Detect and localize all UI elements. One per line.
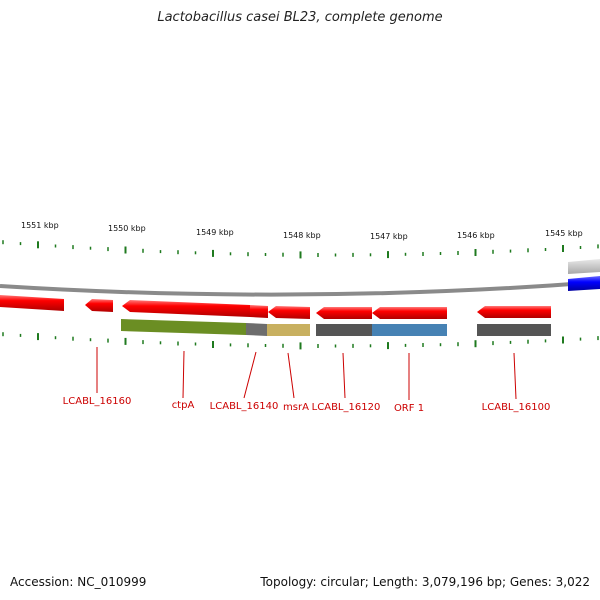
scale-label-1548: 1548 kbp [283,231,321,240]
scale-label-1551: 1551 kbp [21,221,59,230]
map-title: Lactobacillus casei BL23, complete genom… [157,10,443,25]
scale-label-1549: 1549 kbp [196,228,234,237]
leader-ctpA [182,350,185,399]
steel-feature [372,324,447,336]
gene-arrow-msrA [268,306,310,319]
leader-lcabl-16120 [342,352,346,399]
olive-feature [121,319,246,335]
gene-label-lcabl-16160: LCABL_16160 [63,396,132,407]
scale-label-1546: 1546 kbp [457,231,495,240]
gene-arrow-lcabl-16120 [316,307,372,319]
genome-backbone [0,280,600,297]
gene-label-lcabl-16140: LCABL_16140 [210,401,279,412]
blue-feature-right [568,276,600,291]
topology-text: Topology: circular; Length: 3,079,196 bp… [260,575,590,589]
gene-arrow [0,295,64,311]
gene-label-ctpA: ctpA [172,400,195,411]
gene-label-lcabl-16100: LCABL_16100 [482,402,551,413]
gene-arrow-orf1 [372,307,447,319]
scale-label-1547: 1547 kbp [370,232,408,241]
gene-arrow-lcabl-16140 [250,305,268,318]
upper-tick-marks [2,240,599,259]
leader-lcabl-16140 [243,351,257,399]
gene-label-lcabl-16120: LCABL_16120 [312,402,381,413]
leader-msrA [287,352,295,399]
gene-arrow-lcabl-16100 [477,306,551,318]
gray-feature-a [246,323,267,336]
gene-label-orf1: ORF 1 [394,403,424,414]
gray-feature-c [477,324,551,336]
gray-feature-b [316,324,372,336]
scale-label-1550: 1550 kbp [108,224,146,233]
lower-tick-marks [2,332,599,350]
leader-lcabl-16100 [513,352,517,400]
gene-arrow-lcabl-16160 [85,299,113,312]
khaki-feature [267,324,310,336]
gene-arrow-ctpA [122,300,250,317]
gene-label-msrA: msrA [283,402,309,413]
label-leaders [96,347,517,400]
accession-text: Accession: NC_010999 [10,575,147,589]
scale-label-1545: 1545 kbp [545,229,583,238]
gray-feature-right [568,259,600,274]
